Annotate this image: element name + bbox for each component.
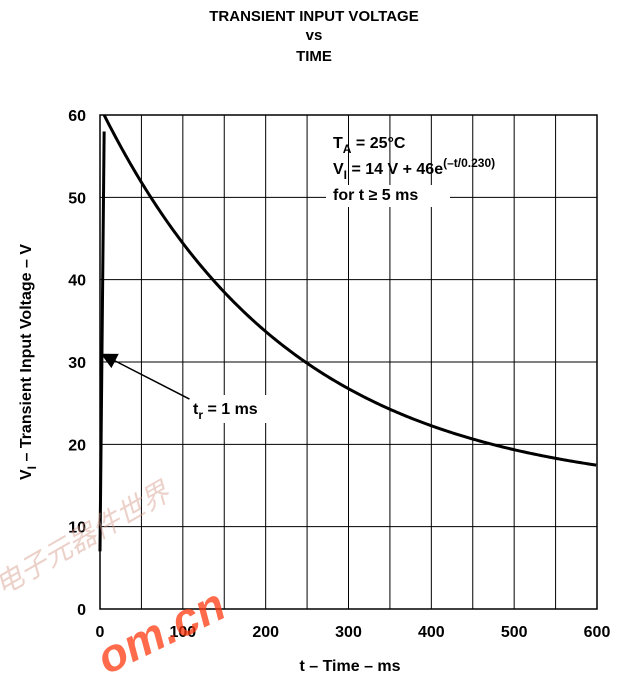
tr-arrow: [100, 353, 190, 400]
series-rise-line: [98, 131, 106, 552]
annotation-tr-main: t: [193, 401, 199, 418]
watermark-text: om.cn: [89, 578, 234, 681]
annotation-tr-sub: r: [198, 408, 203, 422]
chart-title-line-3: TIME: [296, 48, 332, 65]
x-axis-label: t – Time – ms: [299, 658, 400, 675]
x-tick-label: 400: [418, 624, 445, 641]
x-tick-label: 200: [252, 624, 279, 641]
y-tick-labels: 0 10 20 30 40 50 60: [68, 108, 86, 619]
y-tick-label: 40: [68, 273, 86, 290]
y-tick-label: 50: [68, 190, 86, 207]
annotation-cond-background: [326, 185, 450, 207]
y-tick-label: 10: [68, 520, 86, 537]
annotation-ta-sub: A: [343, 142, 352, 156]
annotation-condition: for t ≥ 5 ms: [333, 187, 418, 204]
series-decay-line: [102, 114, 597, 467]
annotation-vi-rest: = 14 V + 46e: [347, 161, 443, 178]
y-axis-label: VI – Transient Input Voltage – V: [18, 244, 39, 480]
y-axis-label-sub: I: [25, 466, 39, 469]
x-tick-label: 300: [335, 624, 362, 641]
annotation-tr-background: [188, 395, 298, 423]
tr-arrow-head: [100, 353, 119, 369]
x-tick-label: 500: [501, 624, 528, 641]
annotation-ta-main: T: [333, 135, 343, 152]
x-tick-label: 600: [584, 624, 611, 641]
annotation-vi-exponent: (–t/0.230): [443, 156, 495, 170]
x-tick-labels: 0 100 200 300 400 500 600: [96, 624, 611, 641]
y-axis-label-rest: – Transient Input Voltage – V: [18, 244, 35, 466]
annotation-vi-sub: I: [344, 168, 347, 182]
annotation-vi-main: V: [333, 161, 344, 178]
annotation-ta: TA = 25°C: [333, 135, 406, 156]
x-tick-label: 100: [169, 624, 196, 641]
chart-title-line-2: vs: [306, 27, 323, 44]
data-series: [98, 114, 597, 552]
tr-arrow-line: [112, 359, 190, 400]
plot-frame: [99, 114, 598, 610]
chart-title-line-1: TRANSIENT INPUT VOLTAGE: [209, 8, 418, 25]
annotation-tr-rest: = 1 ms: [203, 401, 258, 418]
y-axis-label-main: V: [18, 469, 35, 480]
y-tick-label: 0: [77, 602, 86, 619]
watermark-cjk-text: 电子元器件世界: [0, 474, 177, 602]
annotation-vi: VI = 14 V + 46e(–t/0.230): [333, 156, 495, 182]
annotation-ta-rest: = 25°C: [351, 135, 405, 152]
watermark: 电子元器件世界 om.cn: [0, 474, 233, 681]
y-tick-label: 60: [68, 108, 86, 125]
x-tick-label: 0: [96, 624, 105, 641]
y-tick-label: 30: [68, 355, 86, 372]
y-tick-label: 20: [68, 437, 86, 454]
annotation-tr: tr = 1 ms: [193, 401, 258, 422]
